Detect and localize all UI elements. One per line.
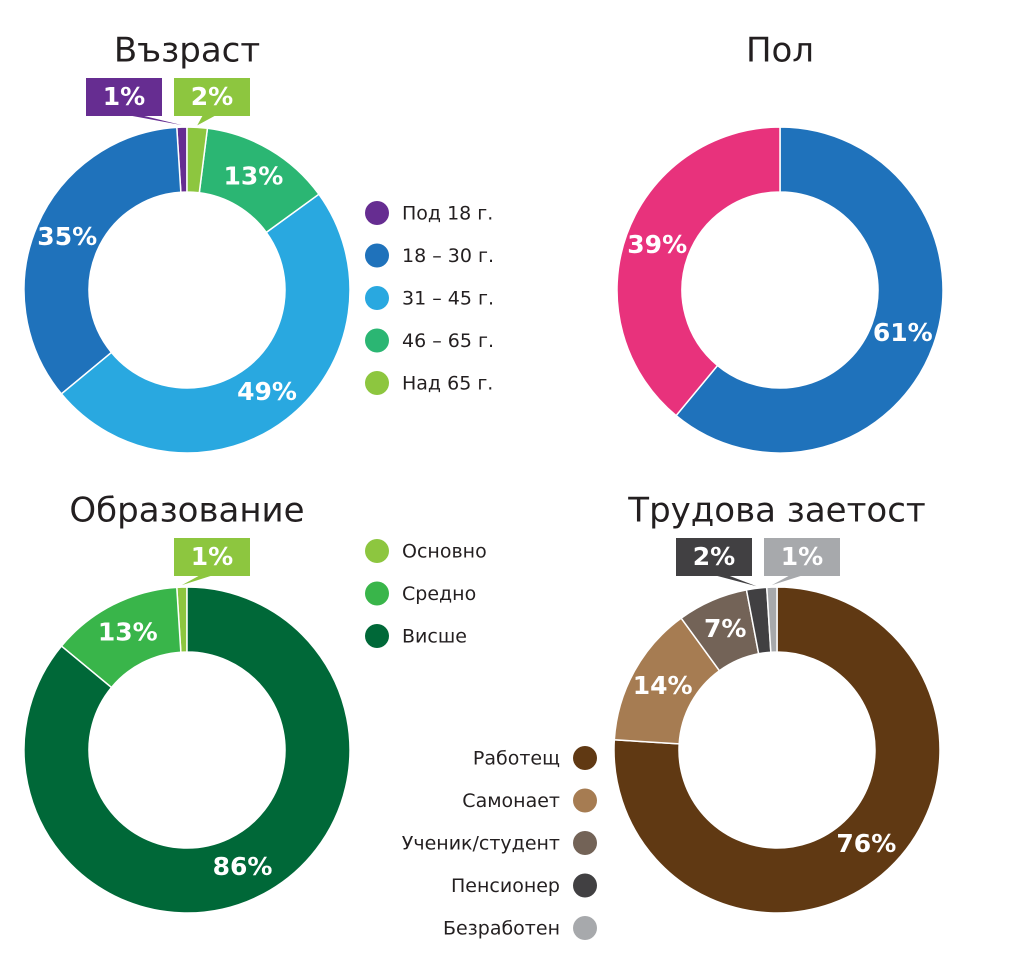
callout-box: [676, 538, 752, 576]
legend-label: Висше: [402, 626, 467, 648]
legend-marker: [365, 581, 389, 606]
callout-box: [174, 538, 250, 576]
callout-pointer: [116, 113, 182, 126]
legend-label: Пенсионер: [451, 875, 560, 897]
legend-marker: [365, 539, 389, 563]
callout-pointer: [181, 573, 220, 586]
slice-label: 2%: [693, 542, 735, 571]
legend-label: Над 65 г.: [402, 373, 493, 395]
legend-label: Основно: [402, 541, 487, 563]
legend-marker: [573, 831, 597, 855]
legend-marker: [365, 371, 389, 395]
legend-label: 46 – 65 г.: [402, 330, 494, 352]
slice-label: 13%: [98, 618, 158, 647]
legend-label: Безработен: [443, 918, 560, 940]
donut-slice: [616, 126, 781, 417]
chart-title: Пол: [746, 31, 814, 71]
callout-pointer: [706, 573, 757, 587]
legend-label: 18 – 30 г.: [402, 245, 494, 267]
slice-label: 1%: [781, 542, 823, 571]
slice-label: 7%: [704, 614, 746, 643]
legend-marker: [365, 328, 389, 353]
slice-label: 1%: [103, 82, 145, 111]
slice-label: 86%: [213, 852, 273, 881]
legend-label: Под 18 г.: [402, 203, 493, 225]
donut-slice: [675, 126, 944, 454]
slice-label: 39%: [627, 230, 687, 259]
callout-box: [86, 78, 162, 116]
slice-label: 61%: [873, 318, 933, 347]
legend-marker: [573, 788, 597, 813]
donut-slice: [613, 586, 941, 914]
donut-slice: [23, 126, 182, 395]
chart-title: Възраст: [114, 31, 260, 71]
slice-label: 1%: [191, 542, 233, 571]
callout-box: [764, 538, 840, 576]
legend-marker: [365, 243, 389, 268]
donut-slice: [765, 586, 778, 653]
legend-marker: [573, 746, 597, 770]
legend-label: Средно: [402, 583, 476, 605]
callout-pointer: [771, 573, 810, 586]
legend-label: Самонает: [462, 790, 560, 812]
callout-pointer: [197, 113, 220, 126]
slice-label: 2%: [191, 82, 233, 111]
donut-slice: [23, 586, 351, 914]
legend-label: Ученик/студент: [402, 833, 560, 855]
legend-marker: [573, 873, 597, 898]
donut-slice: [60, 193, 351, 454]
legend-marker: [365, 201, 389, 225]
chart-title: Образование: [69, 491, 304, 531]
slice-label: 14%: [633, 671, 693, 700]
legend-marker: [573, 916, 597, 940]
slice-label: 49%: [237, 377, 297, 406]
slice-label: 35%: [37, 222, 97, 251]
legend-marker: [365, 624, 389, 648]
callout-box: [174, 78, 250, 116]
donut-slice: [186, 126, 209, 194]
chart-title: Трудова заетост: [627, 491, 925, 531]
legend-label: Работещ: [473, 748, 560, 770]
legend-marker: [365, 286, 389, 310]
legend-label: 31 – 45 г.: [402, 288, 494, 310]
slice-label: 76%: [836, 829, 896, 858]
slice-label: 13%: [224, 162, 284, 191]
